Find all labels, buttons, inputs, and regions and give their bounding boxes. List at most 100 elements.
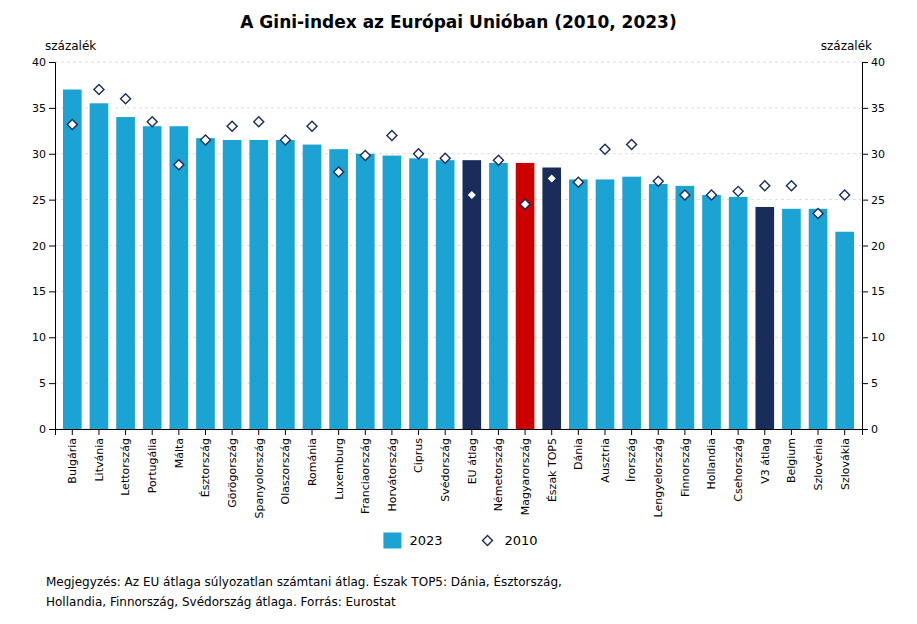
title: A Gini-index az Európai Unióban (2010, 2… (240, 12, 676, 32)
bar (116, 117, 135, 429)
grid-line (55, 107, 862, 108)
y2-axis-tick-mark (862, 337, 868, 338)
y2-axis: 0510152025303540 (862, 56, 885, 436)
x-axis-tick-mark (684, 429, 685, 435)
legend-label: 2010 (505, 533, 538, 548)
x-axis-tick-mark (844, 429, 845, 435)
x-axis-tick: EU átlag (466, 429, 479, 484)
x-axis-tick: Ciprus (412, 429, 425, 473)
y2-axis-tick-mark (862, 62, 868, 63)
y-axis-tick-label: 25 (32, 194, 46, 207)
bar (676, 186, 695, 429)
bar (569, 179, 588, 429)
bar (462, 160, 481, 429)
bar (729, 197, 748, 429)
x-axis-tick: V3 átlag (759, 429, 772, 484)
y-axis-tick-mark (49, 62, 55, 63)
point (387, 130, 397, 140)
x-axis-tick-label: Belgium (785, 438, 798, 483)
point (707, 190, 717, 200)
bar (542, 168, 561, 429)
x-axis-tick: Írország (625, 429, 638, 482)
bar (170, 126, 189, 429)
x-axis-tick-label: Csehország (732, 438, 745, 502)
y2-axis-tick-label: 40 (871, 56, 885, 69)
y2-axis-tick: 30 (862, 148, 885, 161)
point (227, 121, 237, 131)
x-axis-tick-label: Franciaország (359, 438, 372, 514)
bar (223, 140, 242, 429)
x-axis-tick-mark (711, 429, 712, 435)
y2-axis-tick-mark (862, 383, 868, 384)
y-axis: 0510152025303540 (32, 56, 56, 436)
grid-line (55, 62, 862, 63)
y-axis-tick: 20 (32, 240, 55, 253)
y-axis-tick-label: 15 (32, 285, 46, 298)
x-axis: BulgáriaLitvániaLettországPortugáliaMált… (56, 429, 863, 518)
y2-axis-tick-mark (862, 108, 868, 109)
x-axis-tick-label: Magyarország (519, 438, 532, 515)
x-axis-tick-label: Hollandia (705, 438, 718, 490)
x-axis-tick-mark (818, 429, 819, 435)
note: Hollandia, Finnország, Svédország átlaga… (46, 595, 396, 609)
x-axis-tick-label: Ciprus (412, 438, 425, 473)
point (334, 167, 344, 177)
y-axis-tick: 5 (39, 377, 55, 390)
y2-axis-tick-mark (862, 246, 868, 247)
y2-axis-tick-label: 0 (871, 423, 878, 436)
bar (702, 195, 721, 429)
point (573, 177, 583, 187)
bar (489, 163, 508, 429)
x-axis-tick-label: Luxemburg (332, 438, 345, 500)
x-axis-tick-mark (738, 429, 739, 435)
x-axis-tick: Csehország (732, 429, 745, 502)
bar (409, 158, 428, 429)
bar (63, 90, 82, 429)
x-axis-tick-label: Spanyolország (253, 438, 266, 518)
point (121, 94, 131, 104)
y-axis-tick-label: 20 (32, 240, 46, 253)
bar (516, 163, 535, 429)
y-axis-tick: 0 (39, 423, 55, 436)
y-axis-tick-mark (49, 429, 55, 430)
x-axis-tick-label: Ausztria (599, 438, 612, 483)
x-axis-tick: Magyarország (519, 429, 532, 515)
point (67, 119, 77, 129)
x-axis-tick-mark (525, 429, 526, 435)
x-axis-tick: Luxemburg (332, 429, 345, 500)
point (200, 135, 210, 145)
legend-swatch (383, 532, 401, 548)
y2-axis-tick: 40 (862, 56, 885, 69)
x-axis-tick-mark (764, 429, 765, 435)
x-axis-tick: Szlovákia (839, 429, 852, 490)
y-axis-tick: 35 (32, 102, 55, 115)
x-axis-tick-mark (125, 429, 126, 435)
point (760, 181, 770, 191)
x-axis-tick: Szlovénia (812, 429, 825, 491)
y-axis-tick-label: 5 (39, 377, 46, 390)
y2-axis-tick-mark (862, 200, 868, 201)
bar (622, 177, 641, 429)
legend-swatch (483, 535, 493, 545)
x-axis-tick-label: Málta (173, 438, 186, 468)
grid (55, 62, 862, 429)
point (280, 135, 290, 145)
y2-axis-tick: 0 (862, 423, 878, 436)
series-bar (63, 90, 854, 429)
x-axis-tick-mark (471, 429, 472, 435)
x-axis-tick-label: Dánia (572, 438, 585, 470)
legend: 20232010 (383, 532, 537, 548)
x-axis-tick-label: Görögország (226, 438, 239, 508)
y2-axis-tick-label: 35 (871, 102, 885, 115)
y2-axis-line (863, 63, 869, 430)
x-axis-tick: Hollandia (705, 429, 718, 490)
point (360, 151, 370, 161)
y-axis-tick-mark (49, 337, 55, 338)
x-axis-tick-mark (72, 429, 73, 435)
x-axis-tick-mark (338, 429, 339, 435)
x-axis-tick: Franciaország (359, 429, 372, 514)
x-axis-tick: Horvátország (386, 429, 399, 512)
x-axis-tick: Bulgária (66, 429, 79, 484)
x-axis-tick-mark (285, 429, 286, 435)
bar (276, 140, 295, 429)
